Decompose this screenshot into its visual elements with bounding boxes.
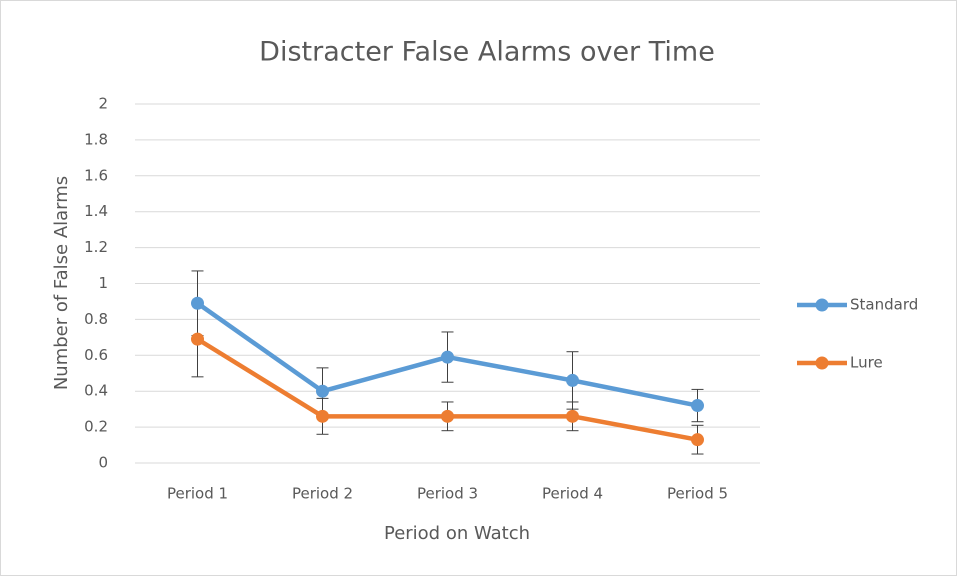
y-tick-label: 1.8 <box>84 130 108 148</box>
x-tick-label: Period 1 <box>167 485 228 503</box>
marker <box>191 332 204 346</box>
marker <box>566 373 579 387</box>
y-axis-label: Number of False Alarms <box>51 176 72 390</box>
legend-label: Standard <box>850 296 918 314</box>
marker <box>441 409 454 423</box>
x-tick-label: Period 2 <box>292 485 353 503</box>
y-tick-label: 2 <box>98 95 108 113</box>
marker <box>566 409 579 423</box>
x-axis-label: Period on Watch <box>384 523 530 544</box>
marker <box>441 350 454 364</box>
marker <box>691 399 704 413</box>
y-tick-label: 0.4 <box>84 382 108 400</box>
legend-marker <box>815 356 829 370</box>
marker <box>191 296 204 310</box>
y-tick-label: 1.2 <box>84 238 108 256</box>
y-tick-label: 0 <box>98 454 108 472</box>
y-tick-label: 0.6 <box>84 346 108 364</box>
y-tick-label: 0.2 <box>84 418 108 436</box>
marker <box>316 409 329 423</box>
chart-title: Distracter False Alarms over Time <box>259 37 715 68</box>
y-tick-label: 1 <box>98 274 108 292</box>
x-tick-label: Period 5 <box>667 485 728 503</box>
y-tick-label: 1.6 <box>84 166 108 184</box>
x-tick-label: Period 3 <box>417 485 478 503</box>
marker <box>316 384 329 398</box>
legend-label: Lure <box>850 354 883 372</box>
legend-marker <box>815 298 829 312</box>
y-tick-label: 1.4 <box>84 202 108 220</box>
marker <box>691 433 704 447</box>
x-tick-label: Period 4 <box>542 485 603 503</box>
y-tick-label: 0.8 <box>84 310 108 328</box>
